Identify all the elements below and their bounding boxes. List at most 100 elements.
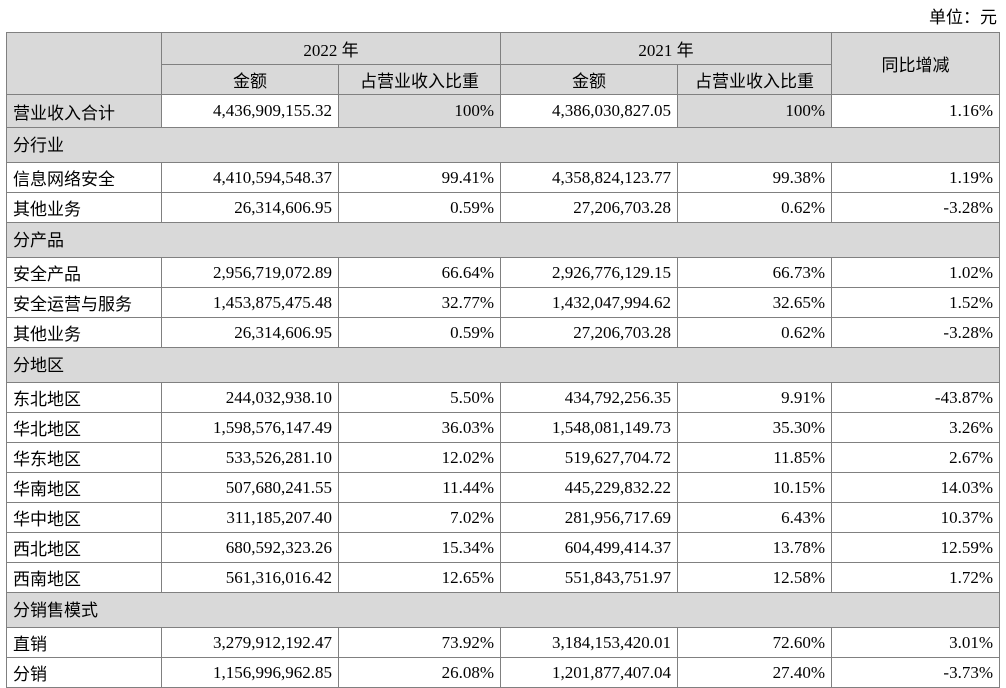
- row-label: 信息网络安全: [6, 162, 162, 193]
- section-row: 分行业: [6, 127, 1000, 163]
- row-label: 华南地区: [6, 472, 162, 503]
- share-2022-cell: 12.02%: [338, 442, 501, 473]
- data-row: 直销 3,279,912,192.47 73.92% 3,184,153,420.01…: [6, 627, 1000, 658]
- row-label: 西南地区: [6, 562, 162, 593]
- data-row: 安全产品 2,956,719,072.89 66.64% 2,926,776,129.…: [6, 257, 1000, 288]
- yoy-cell: 12.59%: [831, 532, 1000, 563]
- yoy-cell: -3.28%: [831, 317, 1000, 348]
- year-2021-header: 2021 年: [500, 32, 832, 65]
- data-row: 东北地区 244,032,938.10 5.50% 434,792,256.35 9.9…: [6, 382, 1000, 413]
- section-row: 分产品: [6, 222, 1000, 258]
- total-row: 营业收入合计 4,436,909,155.32 100% 4,386,030,827.…: [6, 94, 1000, 128]
- yoy-cell: 1.52%: [831, 287, 1000, 318]
- amount-2021-cell: 604,499,414.37: [500, 532, 678, 563]
- share-2021-cell: 72.60%: [677, 627, 832, 658]
- amount-2021-cell: 3,184,153,420.01: [500, 627, 678, 658]
- data-row: 华中地区 311,185,207.40 7.02% 281,956,717.69 6.4…: [6, 502, 1000, 533]
- section-title: 分行业: [6, 127, 1000, 163]
- section-row: 分销售模式: [6, 592, 1000, 628]
- share-2021-cell: 9.91%: [677, 382, 832, 413]
- section-row: 分地区: [6, 347, 1000, 383]
- row-label: 东北地区: [6, 382, 162, 413]
- yoy-cell: 3.01%: [831, 627, 1000, 658]
- section-title: 分地区: [6, 347, 1000, 383]
- amount-2022-header: 金额: [161, 64, 339, 95]
- row-label: 安全产品: [6, 257, 162, 288]
- share-2021-cell: 0.62%: [677, 317, 832, 348]
- amount-2022-cell: 561,316,016.42: [161, 562, 339, 593]
- share-2022-cell: 7.02%: [338, 502, 501, 533]
- share-2022-cell: 100%: [338, 94, 501, 128]
- share-2021-cell: 10.15%: [677, 472, 832, 503]
- share-2022-cell: 12.65%: [338, 562, 501, 593]
- yoy-cell: 1.16%: [831, 94, 1000, 128]
- table-body: 营业收入合计 4,436,909,155.32 100% 4,386,030,827.…: [6, 94, 1000, 688]
- yoy-header: 同比增减: [831, 32, 1000, 95]
- yoy-cell: 10.37%: [831, 502, 1000, 533]
- share-2022-cell: 5.50%: [338, 382, 501, 413]
- amount-2022-cell: 26,314,606.95: [161, 317, 339, 348]
- share-2022-cell: 0.59%: [338, 192, 501, 223]
- yoy-cell: 3.26%: [831, 412, 1000, 443]
- amount-2021-cell: 519,627,704.72: [500, 442, 678, 473]
- share-2021-cell: 11.85%: [677, 442, 832, 473]
- data-row: 西南地区 561,316,016.42 12.65% 551,843,751.97 12…: [6, 562, 1000, 593]
- yoy-cell: -3.28%: [831, 192, 1000, 223]
- share-2022-cell: 26.08%: [338, 657, 501, 688]
- amount-2021-cell: 434,792,256.35: [500, 382, 678, 413]
- section-title: 分销售模式: [6, 592, 1000, 628]
- data-row: 分销 1,156,996,962.85 26.08% 1,201,877,407.04…: [6, 657, 1000, 688]
- data-row: 华东地区 533,526,281.10 12.02% 519,627,704.72 11…: [6, 442, 1000, 473]
- row-label: 安全运营与服务: [6, 287, 162, 318]
- share-2021-cell: 35.30%: [677, 412, 832, 443]
- amount-2021-cell: 1,201,877,407.04: [500, 657, 678, 688]
- amount-2021-cell: 445,229,832.22: [500, 472, 678, 503]
- amount-2022-cell: 244,032,938.10: [161, 382, 339, 413]
- data-row: 其他业务 26,314,606.95 0.59% 27,206,703.28 0.62%…: [6, 192, 1000, 223]
- amount-2022-cell: 2,956,719,072.89: [161, 257, 339, 288]
- share-2022-cell: 11.44%: [338, 472, 501, 503]
- data-row: 华北地区 1,598,576,147.49 36.03% 1,548,081,149.…: [6, 412, 1000, 443]
- report-page: 单位：元 2022 年 2021 年 同比增减 金额 占营业收入比重 金额 占营…: [6, 8, 1000, 688]
- amount-2022-cell: 533,526,281.10: [161, 442, 339, 473]
- row-label: 其他业务: [6, 192, 162, 223]
- share-2021-cell: 100%: [677, 94, 832, 128]
- yoy-cell: -43.87%: [831, 382, 1000, 413]
- amount-2021-header: 金额: [500, 64, 678, 95]
- share-2021-cell: 27.40%: [677, 657, 832, 688]
- row-label: 其他业务: [6, 317, 162, 348]
- data-row: 华南地区 507,680,241.55 11.44% 445,229,832.22 10…: [6, 472, 1000, 503]
- share-2021-cell: 66.73%: [677, 257, 832, 288]
- data-row: 其他业务 26,314,606.95 0.59% 27,206,703.28 0.62%…: [6, 317, 1000, 348]
- share-2021-cell: 12.58%: [677, 562, 832, 593]
- amount-2021-cell: 1,432,047,994.62: [500, 287, 678, 318]
- yoy-cell: 2.67%: [831, 442, 1000, 473]
- data-row: 西北地区 680,592,323.26 15.34% 604,499,414.37 13…: [6, 532, 1000, 563]
- data-row: 安全运营与服务 1,453,875,475.48 32.77% 1,432,047,9…: [6, 287, 1000, 318]
- amount-2022-cell: 1,453,875,475.48: [161, 287, 339, 318]
- amount-2021-cell: 4,386,030,827.05: [500, 94, 678, 128]
- amount-2022-cell: 680,592,323.26: [161, 532, 339, 563]
- amount-2022-cell: 4,436,909,155.32: [161, 94, 339, 128]
- share-2021-cell: 32.65%: [677, 287, 832, 318]
- yoy-cell: 1.19%: [831, 162, 1000, 193]
- revenue-breakdown-table: 2022 年 2021 年 同比增减 金额 占营业收入比重 金额 占营业收入比重…: [6, 32, 1000, 688]
- share-2022-cell: 99.41%: [338, 162, 501, 193]
- share-2022-cell: 73.92%: [338, 627, 501, 658]
- row-label: 华东地区: [6, 442, 162, 473]
- amount-2022-cell: 26,314,606.95: [161, 192, 339, 223]
- section-title: 分产品: [6, 222, 1000, 258]
- amount-2022-cell: 507,680,241.55: [161, 472, 339, 503]
- amount-2021-cell: 551,843,751.97: [500, 562, 678, 593]
- yoy-cell: -3.73%: [831, 657, 1000, 688]
- row-label: 直销: [6, 627, 162, 658]
- share-2021-header: 占营业收入比重: [677, 64, 832, 95]
- amount-2022-cell: 311,185,207.40: [161, 502, 339, 533]
- row-label: 营业收入合计: [6, 94, 162, 128]
- row-label: 分销: [6, 657, 162, 688]
- row-label: 西北地区: [6, 532, 162, 563]
- corner-header-cell: [6, 32, 162, 95]
- amount-2021-cell: 4,358,824,123.77: [500, 162, 678, 193]
- yoy-cell: 14.03%: [831, 472, 1000, 503]
- share-2021-cell: 99.38%: [677, 162, 832, 193]
